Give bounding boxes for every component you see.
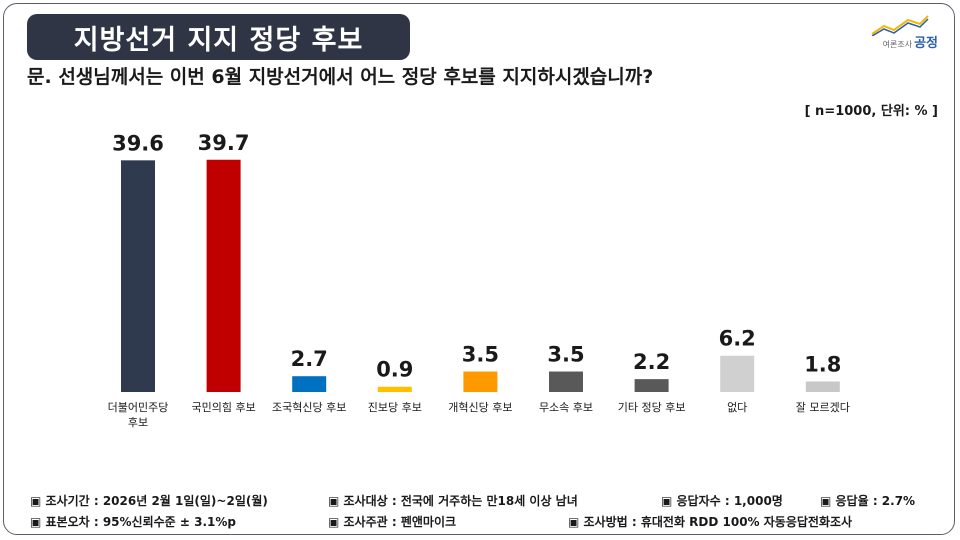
bar-5 [463,371,498,392]
category-label-6: 무소속 후보 [539,401,593,414]
bar-value-label-1: 39.6 [112,131,164,155]
category-label-1: 더불어민주당 후보 [108,401,169,429]
logo-sub-text: 여론조사 [882,40,913,49]
category-label-3: 조국혁신당 후보 [272,401,346,414]
bar-value-label-2: 39.7 [198,131,250,155]
category-label-9: 잘 모르겠다 [796,401,850,414]
logo-text: 여론조사 공정 [883,32,938,51]
bar-4 [377,386,412,392]
bar-value-label-9: 1.8 [804,352,841,376]
bar-value-label-3: 2.7 [291,347,328,371]
slide-frame [3,3,955,535]
bar-8 [720,355,755,392]
pollster-logo: 여론조사 공정 [850,14,938,54]
bar-value-label-5: 3.5 [462,343,499,367]
bar-9 [805,381,840,392]
bar-1 [121,160,155,392]
category-label-5: 개혁신당 후보 [448,401,512,414]
logo-name-text: 공정 [914,36,938,51]
bar-2 [206,159,241,392]
bar-6 [549,371,583,392]
bar-value-label-7: 2.2 [633,350,670,374]
survey-question: 문. 선생님께서는 이번 6월 지방선거에서 어느 정당 후보를 지지하시겠습니… [27,66,654,88]
sample-unit-note: [ n=1000, 단위: % ] [804,104,938,119]
bar-7 [634,379,669,392]
category-label-4: 진보당 후보 [368,401,422,414]
bar-value-label-8: 6.2 [719,327,756,351]
category-label-8: 없다 [727,401,747,414]
category-label-7: 기타 정당 후보 [618,401,686,414]
category-label-2: 국민의힘 후보 [191,401,255,414]
logo-chart-icon [871,15,929,36]
slide-title: 지방선거 지지 정당 후보 [27,14,410,60]
bar-value-label-4: 0.9 [376,358,413,382]
bar-value-label-6: 3.5 [547,343,584,367]
bar-3 [292,376,327,392]
